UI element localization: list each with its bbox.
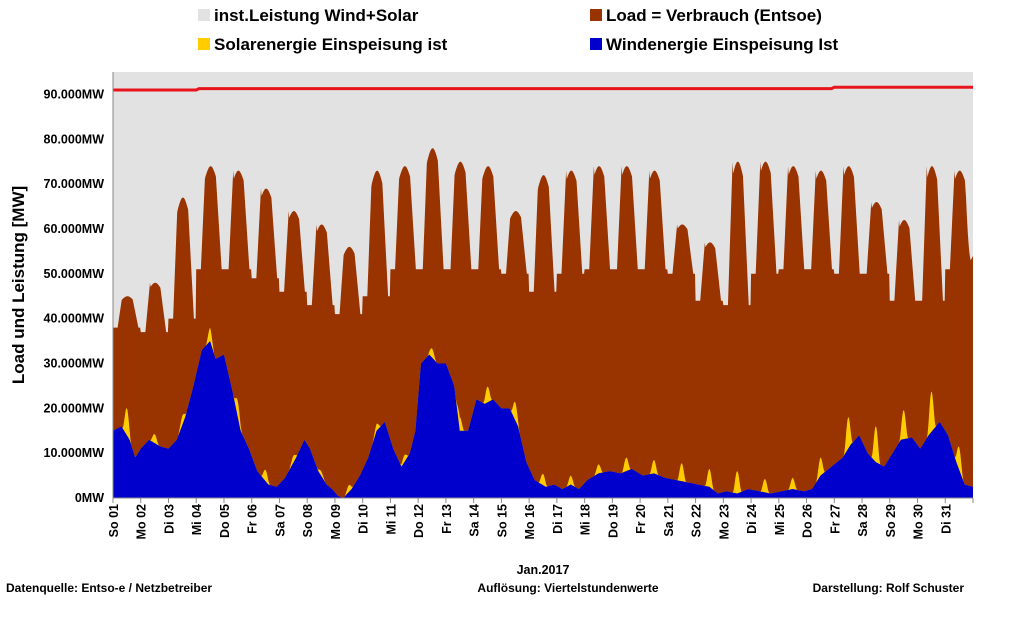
x-tick-label: Mo 02 bbox=[135, 504, 149, 539]
legend-item-wind: Windenergie Einspeisung Ist bbox=[590, 35, 839, 54]
x-tick-label: Fr 13 bbox=[440, 504, 454, 534]
x-tick-label: Sa 21 bbox=[662, 504, 676, 537]
x-tick-label: Di 17 bbox=[551, 504, 565, 534]
x-tick-label: Do 12 bbox=[412, 504, 426, 538]
y-tick-label: 60.000MW bbox=[44, 222, 105, 236]
y-tick-label: 20.000MW bbox=[44, 401, 105, 415]
y-ticks: 0MW 10.000MW 20.000MW 30.000MW 40.000MW 50.00… bbox=[44, 87, 105, 505]
y-tick-label: 30.000MW bbox=[44, 356, 105, 370]
x-tick-label: Sa 07 bbox=[274, 504, 288, 537]
y-tick-label: 40.000MW bbox=[44, 312, 105, 326]
y-tick-label: 10.000MW bbox=[44, 446, 105, 460]
legend: inst.Leistung Wind+Solar Load = Verbrauc… bbox=[198, 6, 839, 54]
legend-item-capacity: inst.Leistung Wind+Solar bbox=[198, 6, 419, 25]
x-axis-title: Jan.2017 bbox=[517, 563, 570, 577]
x-tick-label: Mi 11 bbox=[384, 504, 398, 535]
legend-label-wind: Windenergie Einspeisung Ist bbox=[606, 35, 839, 54]
legend-item-solar: Solarenergie Einspeisung ist bbox=[198, 35, 448, 54]
x-tick-label: Mo 09 bbox=[329, 504, 343, 539]
y-tick-label: 70.000MW bbox=[44, 177, 105, 191]
legend-swatch-load bbox=[590, 9, 602, 21]
x-tick-label: Do 26 bbox=[801, 504, 815, 538]
x-tick-label: Mo 16 bbox=[523, 504, 537, 539]
x-tick-label: Mi 18 bbox=[579, 504, 593, 535]
legend-swatch-wind bbox=[590, 38, 602, 50]
x-tick-label: Mo 23 bbox=[717, 504, 731, 539]
legend-swatch-solar bbox=[198, 38, 210, 50]
legend-label-solar: Solarenergie Einspeisung ist bbox=[214, 35, 448, 54]
x-tick-label: So 22 bbox=[690, 504, 704, 537]
x-tick-label: Fr 27 bbox=[828, 504, 842, 534]
x-tick-label: Di 24 bbox=[745, 504, 759, 534]
x-tick-label: Mi 04 bbox=[190, 504, 204, 535]
y-axis-title: Load und Leistung [MW] bbox=[9, 186, 28, 384]
legend-item-load: Load = Verbrauch (Entsoe) bbox=[590, 6, 822, 25]
legend-swatch-capacity bbox=[198, 9, 210, 21]
x-tick-label: Sa 14 bbox=[468, 504, 482, 537]
x-tick-label: So 01 bbox=[107, 504, 121, 537]
x-ticks: So 01 Mo 02 Di 03 Mi 04 Do 05 Fr 06 Sa 07 So 08… bbox=[107, 498, 974, 539]
footer-resolution: Auflösung: Viertelstundenwerte bbox=[477, 581, 658, 595]
x-tick-label: Mi 25 bbox=[773, 504, 787, 535]
x-tick-label: Fr 06 bbox=[246, 504, 260, 534]
load-area bbox=[113, 148, 973, 499]
y-tick-label: 0MW bbox=[75, 491, 104, 505]
x-tick-label: Do 05 bbox=[218, 504, 232, 538]
y-tick-label: 90.000MW bbox=[44, 87, 105, 101]
x-tick-label: Di 03 bbox=[163, 504, 177, 534]
y-tick-label: 80.000MW bbox=[44, 132, 105, 146]
y-tick-label: 50.000MW bbox=[44, 267, 105, 281]
x-tick-label: Fr 20 bbox=[634, 504, 648, 534]
wind-area bbox=[113, 341, 973, 498]
x-tick-label: Sa 28 bbox=[856, 504, 870, 537]
legend-label-capacity: inst.Leistung Wind+Solar bbox=[214, 6, 419, 25]
x-tick-label: So 29 bbox=[884, 504, 898, 537]
footer-source: Datenquelle: Entso-e / Netzbetreiber bbox=[6, 581, 212, 595]
x-tick-label: So 15 bbox=[495, 504, 509, 537]
x-tick-label: Di 10 bbox=[357, 504, 371, 534]
x-tick-label: So 08 bbox=[301, 504, 315, 537]
x-tick-label: Do 19 bbox=[606, 504, 620, 538]
legend-label-load: Load = Verbrauch (Entsoe) bbox=[606, 6, 822, 25]
x-tick-label: Di 31 bbox=[939, 504, 953, 534]
x-tick-label: Mo 30 bbox=[912, 504, 926, 539]
footer-author: Darstellung: Rolf Schuster bbox=[813, 581, 965, 595]
capacity-line bbox=[113, 85, 973, 92]
